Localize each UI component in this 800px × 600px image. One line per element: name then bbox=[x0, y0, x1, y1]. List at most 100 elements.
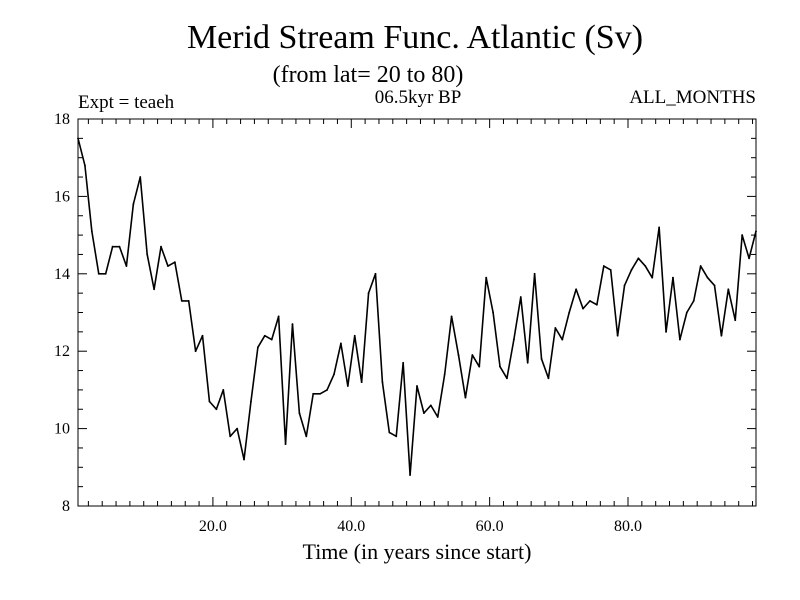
data-point bbox=[713, 284, 716, 287]
data-point bbox=[208, 400, 211, 403]
y-tick-label: 10 bbox=[54, 421, 70, 438]
data-point bbox=[388, 431, 391, 434]
data-point bbox=[678, 338, 681, 341]
data-point bbox=[692, 299, 695, 302]
chart-subtitle: (from lat= 20 to 80) bbox=[273, 62, 464, 88]
x-tick-label: 60.0 bbox=[476, 518, 504, 535]
data-point bbox=[160, 245, 162, 248]
data-point bbox=[298, 412, 301, 415]
data-point bbox=[111, 245, 114, 248]
data-point bbox=[353, 334, 356, 337]
data-point bbox=[637, 257, 640, 260]
data-point bbox=[222, 389, 225, 391]
data-point bbox=[547, 377, 550, 380]
data-point bbox=[575, 288, 578, 291]
y-tick-label: 8 bbox=[62, 498, 70, 515]
data-point bbox=[180, 299, 183, 302]
data-point bbox=[423, 412, 425, 415]
data-point bbox=[450, 315, 453, 318]
data-point bbox=[395, 435, 398, 438]
data-point bbox=[416, 385, 418, 387]
data-point bbox=[727, 288, 730, 291]
data-point bbox=[339, 342, 342, 345]
data-point bbox=[374, 272, 377, 275]
data-point bbox=[478, 365, 481, 368]
data-point bbox=[464, 396, 467, 399]
data-point bbox=[499, 365, 501, 368]
data-point bbox=[77, 137, 79, 140]
data-point bbox=[457, 354, 460, 356]
data-point bbox=[84, 164, 86, 167]
data-point bbox=[229, 435, 232, 438]
data-point bbox=[436, 416, 439, 418]
data-point bbox=[512, 338, 515, 341]
data-point bbox=[173, 261, 176, 264]
data-point bbox=[443, 373, 446, 376]
data-point bbox=[319, 392, 322, 395]
x-axis-title: Time (in years since start) bbox=[303, 539, 532, 564]
data-point bbox=[104, 272, 107, 275]
data-point bbox=[90, 230, 93, 233]
data-point bbox=[699, 265, 702, 267]
data-point bbox=[194, 350, 197, 353]
data-point bbox=[243, 458, 245, 461]
data-point bbox=[360, 381, 363, 384]
data-point bbox=[167, 265, 169, 267]
data-point bbox=[755, 230, 757, 233]
y-tick-label: 14 bbox=[54, 266, 70, 283]
data-point bbox=[284, 443, 287, 445]
data-point bbox=[665, 330, 667, 333]
data-point bbox=[706, 276, 709, 279]
data-point bbox=[250, 400, 252, 403]
data-point bbox=[270, 338, 273, 341]
data-point bbox=[139, 176, 142, 178]
series-points bbox=[77, 137, 757, 476]
y-axis: 8 10 12 14 16 18 bbox=[54, 111, 756, 515]
y-tick-label: 18 bbox=[54, 111, 70, 128]
data-point bbox=[125, 265, 128, 267]
data-point bbox=[277, 315, 280, 318]
data-point bbox=[540, 358, 543, 360]
data-point bbox=[589, 299, 591, 302]
data-point bbox=[263, 334, 266, 337]
data-point bbox=[215, 408, 218, 411]
data-point bbox=[651, 276, 654, 279]
data-point bbox=[554, 327, 557, 329]
data-point bbox=[201, 334, 204, 337]
x-tick-label: 80.0 bbox=[614, 518, 642, 535]
series-line bbox=[77, 138, 757, 476]
data-point bbox=[381, 381, 384, 384]
data-point bbox=[623, 284, 626, 287]
data-point bbox=[533, 272, 536, 275]
data-point bbox=[409, 474, 411, 476]
data-point bbox=[132, 203, 135, 206]
x-tick-label: 20.0 bbox=[199, 518, 227, 535]
data-point bbox=[616, 334, 619, 337]
data-point bbox=[146, 253, 149, 256]
data-point bbox=[748, 257, 750, 260]
period-label: 06.5kyr BP bbox=[375, 87, 462, 108]
data-point bbox=[506, 377, 508, 380]
data-point bbox=[492, 311, 495, 314]
data-point bbox=[561, 338, 564, 341]
data-point bbox=[305, 435, 308, 438]
data-point bbox=[519, 296, 522, 298]
data-point bbox=[312, 392, 315, 395]
data-point bbox=[429, 404, 432, 407]
data-point bbox=[602, 265, 605, 267]
data-point bbox=[367, 292, 370, 295]
data-point bbox=[97, 272, 100, 275]
season-label: ALL_MONTHS bbox=[629, 87, 756, 108]
data-point bbox=[595, 303, 598, 306]
data-point bbox=[568, 311, 571, 314]
data-point bbox=[609, 269, 612, 271]
plot-frame bbox=[77, 118, 757, 507]
data-point bbox=[291, 323, 294, 326]
data-point bbox=[485, 276, 488, 279]
data-point bbox=[236, 427, 239, 430]
data-point bbox=[658, 226, 661, 229]
data-point bbox=[256, 346, 259, 349]
x-axis: 20.0 40.0 60.0 80.0 bbox=[87, 119, 754, 535]
data-point bbox=[402, 361, 405, 364]
